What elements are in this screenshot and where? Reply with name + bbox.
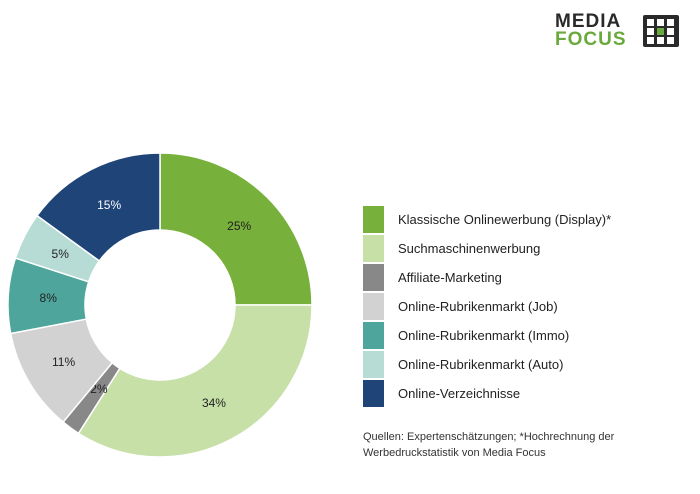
legend-item: Klassische Onlinewerbung (Display)*	[363, 205, 611, 234]
legend-label: Online-Rubrikenmarkt (Job)	[398, 299, 558, 314]
legend-label: Klassische Onlinewerbung (Display)*	[398, 212, 612, 227]
legend-label: Online-Rubrikenmarkt (Auto)	[398, 357, 564, 372]
legend-label: Online-Rubrikenmarkt (Immo)	[398, 328, 570, 343]
data-label-7: 15%	[97, 198, 121, 212]
logo-wordmark: MEDIA FOCUS	[555, 11, 627, 50]
donut-slice-7	[35, 152, 161, 262]
donut-slice-2	[77, 304, 313, 458]
legend-item: Suchmaschinenwerbung	[363, 234, 611, 263]
legend-swatch	[363, 380, 384, 407]
legend-swatch	[363, 293, 384, 320]
logo-line-1: MEDIA	[555, 11, 622, 32]
data-label-2: 34%	[202, 396, 226, 410]
legend-item: Online-Rubrikenmarkt (Job)	[363, 292, 611, 321]
legend-swatch	[363, 264, 384, 291]
legend-label: Affiliate-Marketing	[398, 270, 502, 285]
legend-swatch	[363, 206, 384, 233]
legend-swatch	[363, 322, 384, 349]
legend-label: Online-Verzeichnisse	[398, 386, 521, 401]
donut-slice-1	[159, 152, 313, 306]
media-focus-logo: MEDIA FOCUS	[555, 11, 683, 50]
source-note: Quellen: Expertenschätzungen; *Hochrechn…	[363, 431, 615, 459]
data-label-5: 8%	[40, 291, 58, 305]
data-label-4: 11%	[52, 355, 75, 369]
logo-line-2: FOCUS	[555, 29, 627, 50]
legend-swatch	[363, 351, 384, 378]
legend-item: Online-Verzeichnisse	[363, 379, 611, 408]
data-label-3: 2%	[90, 382, 108, 396]
legend-swatch	[363, 235, 384, 262]
logo-grid-icon	[643, 15, 679, 47]
chart-legend: Klassische Onlinewerbung (Display)* Suchm…	[363, 205, 611, 408]
data-label-6: 5%	[52, 247, 70, 261]
legend-item: Affiliate-Marketing	[363, 263, 611, 292]
legend-label: Suchmaschinenwerbung	[398, 241, 541, 256]
legend-item: Online-Rubrikenmarkt (Auto)	[363, 350, 611, 379]
legend-item: Online-Rubrikenmarkt (Immo)	[363, 321, 611, 350]
data-label-1: 25%	[227, 219, 251, 233]
